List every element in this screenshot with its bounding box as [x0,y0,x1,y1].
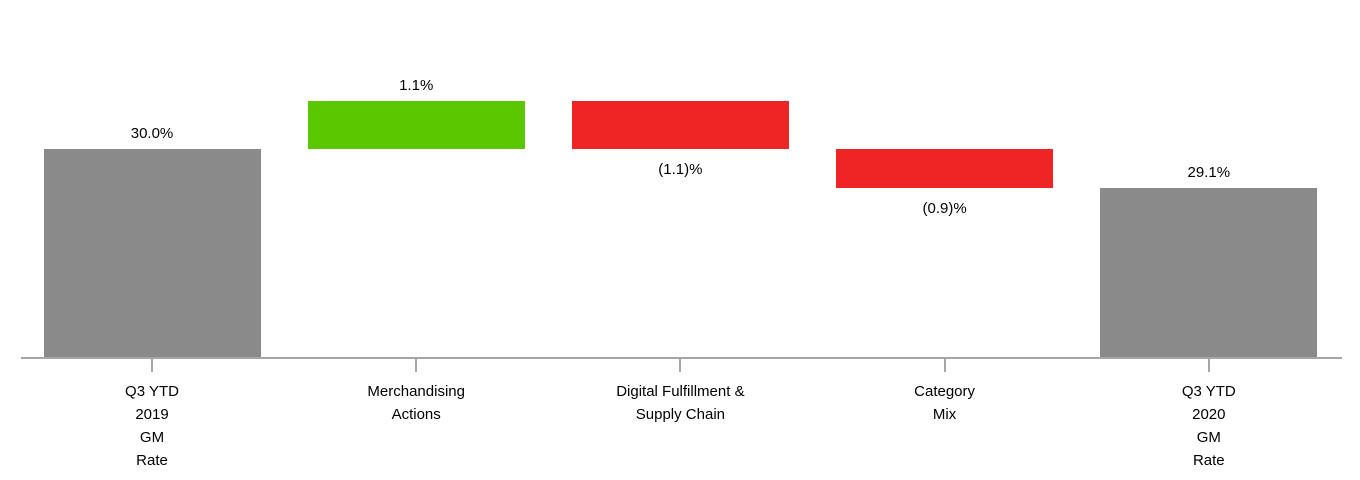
x-axis-label-line: 2019 [135,406,169,423]
x-axis-label-line: Mix [932,406,957,423]
x-axis-label-line: Rate [136,452,168,469]
bar-value-label: 29.1% [1187,164,1231,182]
bar-value-label: (0.9)% [922,200,967,218]
bar-value-label: (1.1)% [658,161,703,179]
x-axis-category-label: Digital Fulfillment & Supply Chain [616,380,744,426]
x-axis-label-line: Q3 YTD [1181,383,1236,400]
waterfall-bar-decrease [836,149,1054,189]
x-axis-label-line: Merchandising [367,383,465,400]
x-axis-tick [415,359,418,372]
x-axis-category-label: Category Mix [914,380,975,426]
x-axis-line [21,357,1342,359]
x-axis-tick [943,359,946,372]
x-axis-tick [1207,359,1210,372]
waterfall-bar-total [43,149,261,357]
waterfall-bar-decrease [571,101,789,150]
x-axis-label-line: GM [139,429,165,446]
x-axis-label-line: 2020 [1192,406,1226,423]
x-axis-label-line: Actions [391,406,441,423]
bar-value-label: 30.0% [130,125,174,143]
x-axis-category-label: Q3 YTD 2020 GM Rate [1182,380,1236,472]
waterfall-bar-increase [307,101,525,150]
x-axis-label-line: GM [1196,429,1221,446]
x-axis-label-line: Rate [1192,452,1225,469]
x-axis-tick [151,359,153,372]
x-axis-category-label: Q3 YTD 2019 GM Rate [125,380,179,472]
x-axis-label-line: Supply Chain [635,406,725,423]
x-axis-category-label: Merchandising Actions [367,380,465,426]
x-axis-tick [679,359,682,372]
x-axis-label-line: Category [914,383,976,400]
waterfall-bar-total [1100,188,1318,357]
bar-value-label: 1.1% [399,77,434,95]
x-axis-label-line: Digital Fulfillment & [616,383,745,400]
x-axis-label-line: Q3 YTD [125,383,179,400]
